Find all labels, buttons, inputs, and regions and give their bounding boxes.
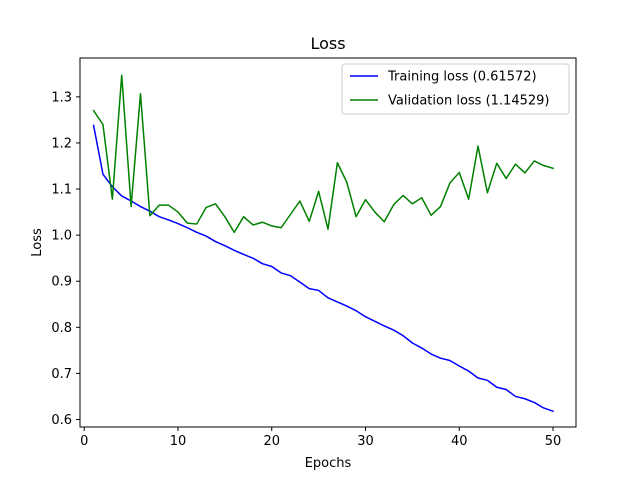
y-tick-label: 1.3 xyxy=(51,90,72,105)
legend-label-training: Training loss (0.61572) xyxy=(387,70,537,85)
series-line-training xyxy=(92,124,554,413)
ticks: 0 10 20 30 40 50 0.6 0.7 0.8 0.9 1.0 1.1 1.2 1.3 xyxy=(51,90,561,449)
x-tick-label: 0 xyxy=(80,434,88,449)
y-tick-label: 0.8 xyxy=(51,321,72,336)
y-tick-label: 1.0 xyxy=(51,229,72,244)
x-tick-label: 10 xyxy=(170,434,187,449)
legend: Training loss (0.61572) Validation loss (… xyxy=(341,63,570,115)
x-axis-label: Epochs xyxy=(305,456,352,471)
x-tick-label: 20 xyxy=(263,434,280,449)
y-tick-label: 1.1 xyxy=(51,183,72,198)
y-tick-label: 0.7 xyxy=(51,367,72,382)
y-tick-label: 0.9 xyxy=(51,275,72,290)
x-tick-label: 30 xyxy=(357,434,374,449)
plot-area xyxy=(92,74,554,413)
series-line-validation xyxy=(92,74,554,234)
chart-title: Loss xyxy=(310,34,345,53)
legend-box xyxy=(341,63,570,115)
y-axis-label: Loss xyxy=(30,228,45,257)
y-tick-label: 0.6 xyxy=(51,413,72,428)
y-tick-label: 1.2 xyxy=(51,136,72,151)
x-tick-label: 40 xyxy=(451,434,468,449)
axes-frame xyxy=(79,57,577,428)
legend-label-validation: Validation loss (1.14529) xyxy=(388,94,549,109)
x-tick-label: 50 xyxy=(545,434,562,449)
